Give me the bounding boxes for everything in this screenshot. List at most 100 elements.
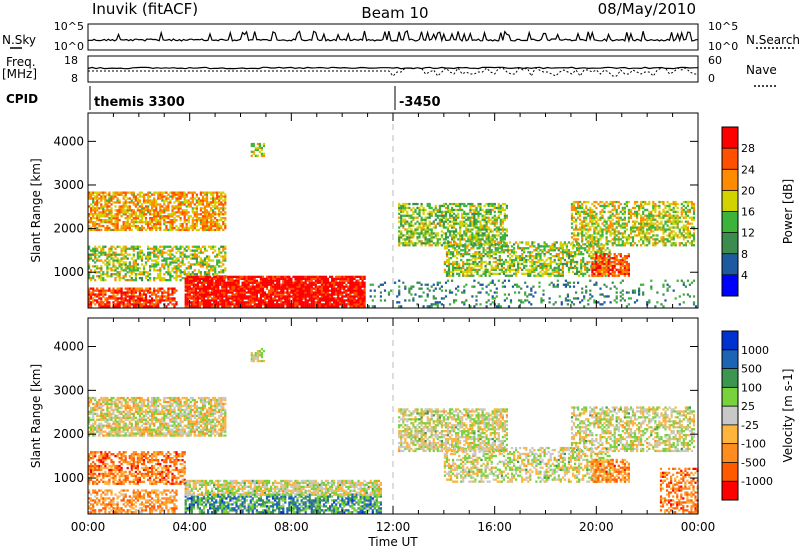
data-pixel <box>581 220 584 223</box>
data-pixel <box>142 253 146 256</box>
data-pixel <box>225 295 228 298</box>
data-pixel <box>167 271 170 274</box>
data-pixel <box>204 305 208 308</box>
data-pixel <box>294 285 297 288</box>
data-pixel <box>179 191 182 194</box>
data-pixel <box>183 228 186 232</box>
data-pixel <box>181 191 184 194</box>
data-pixel <box>584 268 587 271</box>
data-pixel <box>153 279 156 282</box>
data-pixel <box>136 201 139 204</box>
data-pixel <box>227 285 230 288</box>
data-pixel <box>153 293 156 296</box>
data-pixel <box>468 270 471 273</box>
data-pixel <box>563 251 566 254</box>
data-pixel <box>298 287 301 290</box>
data-pixel <box>100 289 103 292</box>
data-pixel <box>418 208 421 212</box>
data-pixel <box>128 215 131 218</box>
data-pixel <box>312 299 315 302</box>
data-pixel <box>210 267 213 270</box>
data-pixel <box>471 222 474 225</box>
data-pixel <box>163 203 166 206</box>
data-pixel <box>100 259 103 262</box>
data-pixel <box>217 277 220 280</box>
data-pixel <box>114 255 117 258</box>
data-pixel <box>88 293 91 296</box>
data-pixel <box>173 261 176 264</box>
data-pixel <box>308 275 311 278</box>
data-pixel <box>130 213 133 216</box>
data-pixel <box>262 144 266 148</box>
data-pixel <box>539 270 542 273</box>
data-pixel <box>134 303 137 306</box>
data-pixel <box>218 247 221 250</box>
data-pixel <box>247 277 250 280</box>
data-pixel <box>469 202 472 206</box>
data-pixel <box>249 275 252 278</box>
data-pixel <box>296 289 299 292</box>
data-pixel <box>186 285 189 288</box>
data-pixel <box>108 211 111 214</box>
data-pixel <box>495 220 498 223</box>
data-pixel <box>90 293 93 296</box>
data-pixel <box>529 270 532 273</box>
data-pixel <box>153 197 156 200</box>
data-pixel <box>120 269 123 272</box>
data-pixel <box>561 264 564 268</box>
data-pixel <box>195 193 198 196</box>
data-pixel <box>486 251 489 254</box>
data-pixel <box>308 279 311 282</box>
data-pixel <box>151 226 154 230</box>
data-pixel <box>345 277 348 280</box>
data-pixel <box>474 262 477 266</box>
data-pixel <box>326 291 330 294</box>
data-pixel <box>208 228 211 232</box>
data-pixel <box>400 218 403 221</box>
data-pixel <box>448 202 452 206</box>
data-pixel <box>576 272 579 275</box>
data-pixel <box>430 228 433 231</box>
data-pixel <box>185 273 188 276</box>
data-pixel <box>157 251 160 254</box>
data-pixel <box>501 218 504 221</box>
data-pixel <box>220 261 223 264</box>
data-pixel <box>155 299 158 302</box>
data-pixel <box>500 258 503 262</box>
data-pixel <box>537 245 540 248</box>
data-pixel <box>447 262 451 266</box>
data-pixel <box>533 274 536 277</box>
data-pixel <box>192 301 195 304</box>
data-pixel <box>130 271 133 274</box>
data-pixel <box>282 303 285 306</box>
data-pixel <box>200 301 204 304</box>
data-pixel <box>481 216 484 219</box>
data-pixel <box>130 279 133 282</box>
data-pixel <box>404 218 407 221</box>
data-pixel <box>335 279 338 282</box>
data-pixel <box>149 267 152 270</box>
data-pixel <box>218 249 221 252</box>
data-pixel <box>175 251 178 254</box>
data-pixel <box>179 261 182 264</box>
data-pixel <box>300 297 303 300</box>
data-pixel <box>531 266 534 270</box>
data-pixel <box>147 201 150 204</box>
data-pixel <box>292 291 295 294</box>
data-pixel <box>404 228 407 231</box>
data-pixel <box>416 216 419 219</box>
data-pixel <box>140 205 144 208</box>
data-pixel <box>404 238 407 241</box>
data-pixel <box>165 217 168 220</box>
data-pixel <box>272 287 275 290</box>
data-pixel <box>292 289 295 292</box>
data-pixel <box>498 241 501 244</box>
data-pixel <box>456 245 459 248</box>
data-pixel <box>214 207 217 210</box>
data-pixel <box>163 289 166 292</box>
data-pixel <box>487 202 490 206</box>
data-pixel <box>215 303 218 306</box>
data-pixel <box>128 207 131 210</box>
data-pixel <box>235 291 238 294</box>
data-pixel <box>223 287 226 290</box>
